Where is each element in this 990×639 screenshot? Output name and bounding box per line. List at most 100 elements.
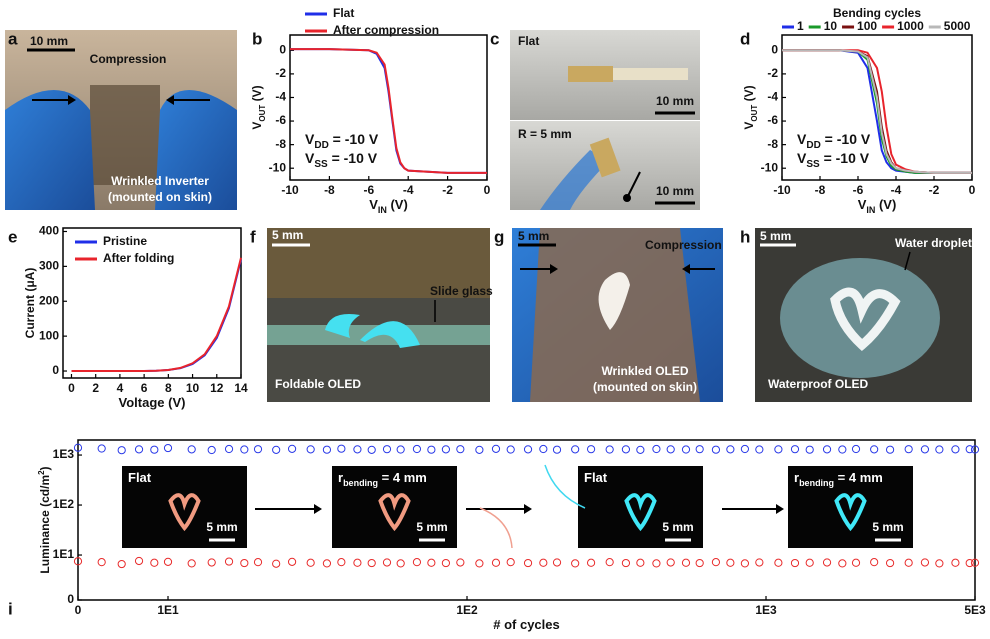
x-tick-label: -8	[324, 183, 335, 197]
point	[756, 559, 763, 566]
arrow-head	[314, 504, 322, 514]
point	[118, 560, 125, 567]
x-tick-label: 8	[165, 381, 172, 395]
panel-label: d	[740, 29, 750, 48]
point	[188, 560, 195, 567]
point	[921, 559, 928, 566]
x-tick-label: 0	[68, 381, 75, 395]
point	[225, 558, 232, 565]
point	[712, 559, 719, 566]
point	[653, 445, 660, 452]
point	[852, 445, 859, 452]
point	[151, 559, 158, 566]
label-part: V	[369, 197, 378, 212]
panel-label: a	[8, 29, 18, 48]
insets: Flat5 mmrbending = 4 mm5 mmFlat5 mmrbend…	[122, 465, 913, 548]
caption: Waterproof OLED	[768, 377, 869, 391]
panel-label: g	[494, 227, 504, 246]
label-part: IN	[378, 205, 387, 215]
point	[273, 446, 280, 453]
point	[507, 446, 514, 453]
legend-title: Bending cycles	[833, 6, 921, 20]
label-part: = -10 V	[821, 131, 871, 147]
x-tick-label: -8	[815, 183, 826, 197]
point	[871, 559, 878, 566]
x-tick-label: 12	[210, 381, 224, 395]
point	[383, 446, 390, 453]
point	[208, 446, 215, 453]
x-tick-label: 6	[141, 381, 148, 395]
legend-label: 5000	[944, 19, 971, 33]
point	[587, 446, 594, 453]
label: VSS = -10 V	[797, 150, 870, 170]
label: VOUT (V)	[250, 85, 266, 129]
legend-label: 100	[857, 19, 877, 33]
panel-label: c	[490, 29, 499, 48]
x-tick-label: -6	[363, 183, 374, 197]
label-part: = -10 V	[820, 150, 870, 166]
label-part: = -10 V	[328, 150, 378, 166]
x-tick-label: -2	[442, 183, 453, 197]
photo-text: Compression	[90, 52, 167, 66]
label-part: )	[38, 466, 52, 470]
photo-c: c Flat 10 mm R = 5 mm 10 mm	[490, 29, 700, 210]
x-tick-label: 4	[117, 381, 124, 395]
label-part: IN	[866, 205, 875, 215]
point	[383, 559, 390, 566]
arrow-head	[776, 504, 784, 514]
point	[775, 559, 782, 566]
y-tick-label: -2	[767, 66, 778, 80]
x-tick-label: 5E3	[964, 603, 986, 617]
point	[572, 446, 579, 453]
series-line	[72, 259, 242, 371]
point	[476, 560, 483, 567]
y-tick-label: -8	[767, 137, 778, 151]
point	[905, 446, 912, 453]
point	[428, 559, 435, 566]
point	[208, 559, 215, 566]
point	[791, 559, 798, 566]
scale-label: 10 mm	[30, 34, 68, 48]
x-tick-label: 1E2	[456, 603, 478, 617]
x-tick-label: 0	[75, 603, 82, 617]
point	[952, 446, 959, 453]
point	[254, 559, 261, 566]
figure: a 10 mm Compression Wrinkled Inverter (m…	[0, 0, 990, 639]
scale-label: 10 mm	[656, 184, 694, 198]
photo-text: Slide glass	[430, 284, 493, 298]
point	[637, 446, 644, 453]
point	[540, 559, 547, 566]
y-tick-label: -6	[767, 113, 778, 127]
legend-label: After folding	[103, 251, 174, 265]
arrow-head	[524, 504, 532, 514]
point	[667, 559, 674, 566]
label-part: bending	[343, 478, 378, 488]
y-tick-label: -4	[767, 90, 778, 104]
point	[413, 559, 420, 566]
y-tick-label: -10	[269, 160, 287, 174]
label: VIN (V)	[369, 197, 408, 215]
point	[397, 560, 404, 567]
point	[606, 559, 613, 566]
point	[338, 445, 345, 452]
label-part: Flat	[128, 470, 152, 485]
pointer-arrow	[480, 508, 512, 548]
point	[572, 560, 579, 567]
panel-label: b	[252, 29, 262, 48]
photo-h: h 5 mm Water droplet Waterproof OLED	[740, 227, 972, 402]
label-part: = -10 V	[329, 131, 379, 147]
label-part: SS	[806, 159, 820, 170]
point	[368, 446, 375, 453]
point	[188, 446, 195, 453]
label-part: (V)	[387, 197, 408, 212]
photo-text: Water droplet	[895, 236, 972, 250]
point	[886, 446, 893, 453]
point	[553, 559, 560, 566]
caption: (mounted on skin)	[108, 190, 212, 204]
x-tick-label: 1E3	[755, 603, 777, 617]
point	[241, 559, 248, 566]
y-tick-label: 0	[771, 42, 778, 56]
photo-f: f 5 mm Slide glass Foldable OLED	[250, 227, 493, 402]
series-line	[290, 49, 487, 173]
scale-label: 5 mm	[272, 228, 303, 242]
